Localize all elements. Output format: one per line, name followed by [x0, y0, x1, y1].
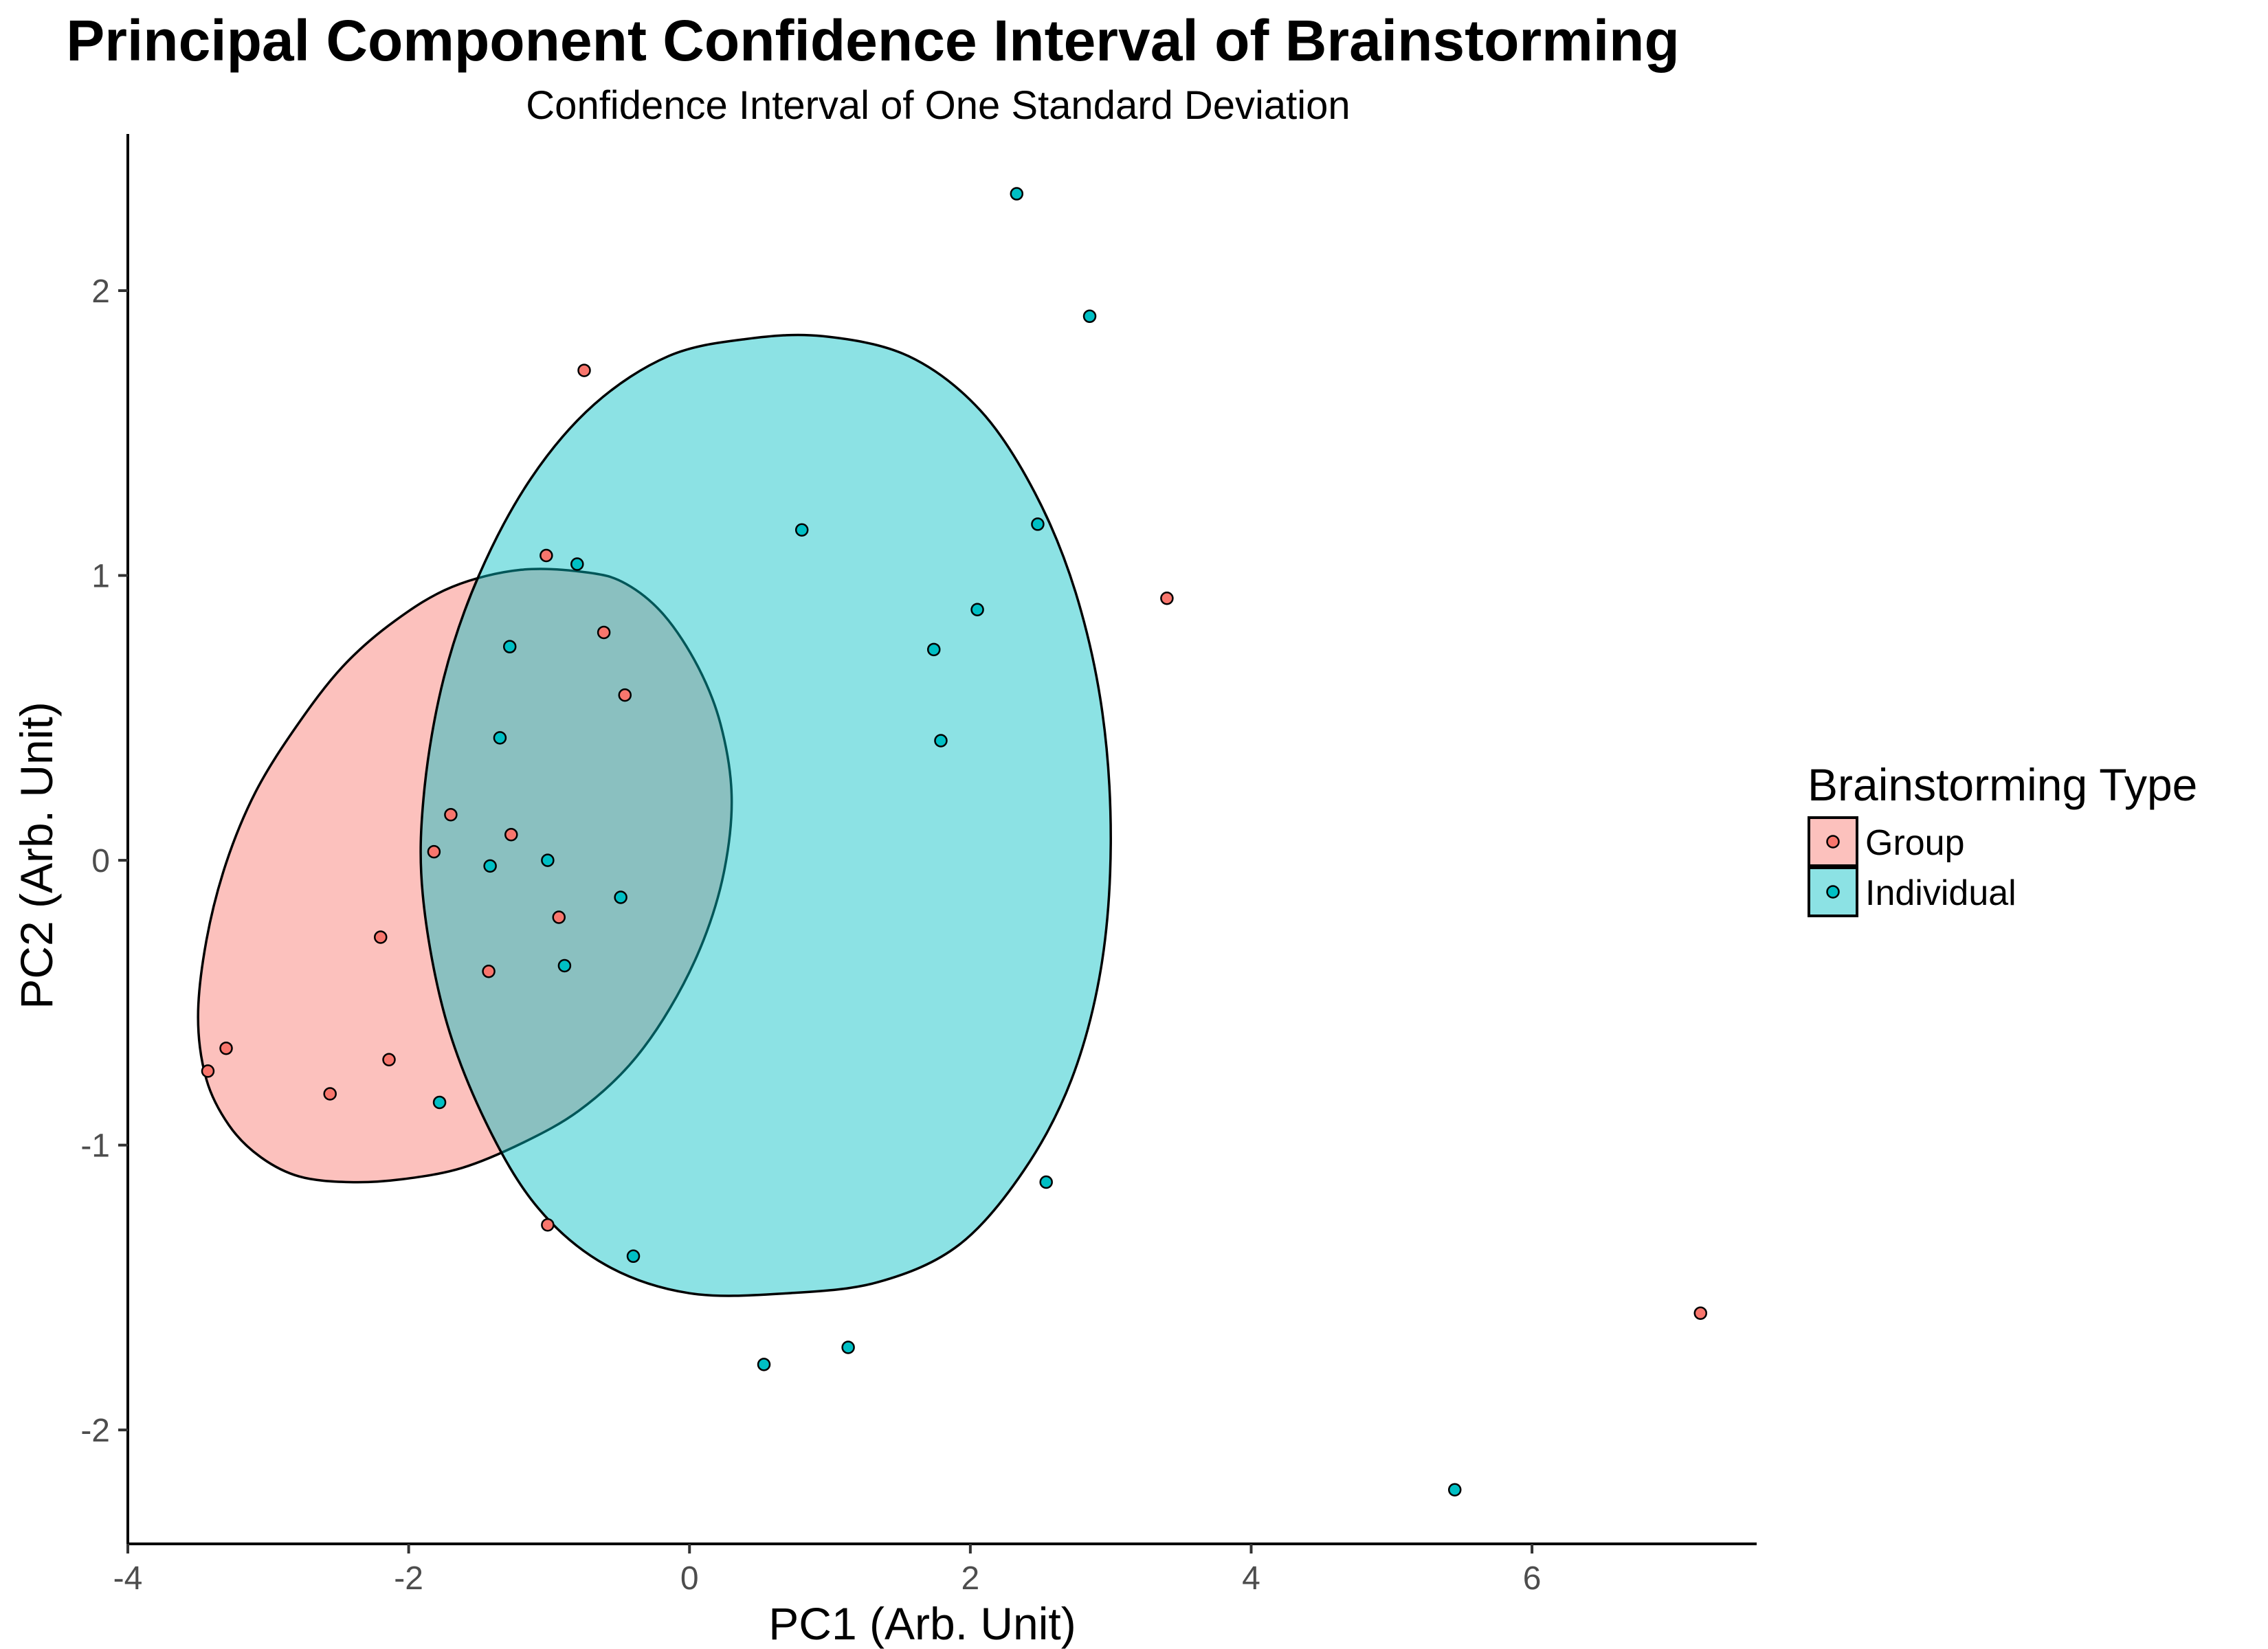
data-point-group[interactable] — [374, 930, 388, 944]
x-tick-label: 0 — [680, 1560, 699, 1597]
legend: Brainstorming Type Group Individual — [1808, 759, 2197, 917]
plot-panel — [197, 187, 1708, 1496]
data-point-individual[interactable] — [1031, 517, 1045, 531]
data-point-individual[interactable] — [1082, 309, 1097, 324]
data-point-individual[interactable] — [614, 890, 627, 904]
y-tick-label: 0 — [91, 843, 110, 879]
data-point-group[interactable] — [540, 548, 553, 563]
data-points — [201, 187, 1708, 1496]
data-point-group[interactable] — [1693, 1306, 1708, 1320]
data-point-group[interactable] — [482, 965, 496, 978]
legend-symbol-individual — [1826, 885, 1840, 899]
y-tick-label: -1 — [80, 1128, 110, 1165]
data-point-group[interactable] — [577, 363, 591, 377]
data-point-individual[interactable] — [557, 958, 572, 973]
data-point-individual[interactable] — [570, 557, 584, 571]
legend-label-group: Group — [1865, 823, 1965, 863]
x-axis-title: PC1 (Arb. Unit) — [768, 1598, 1076, 1649]
chart-subtitle: Confidence Interval of One Standard Devi… — [526, 83, 1350, 128]
data-point-individual[interactable] — [926, 642, 941, 657]
data-point-group[interactable] — [201, 1064, 215, 1078]
y-axis-title: PC2 (Arb. Unit) — [11, 702, 62, 1009]
data-point-individual[interactable] — [541, 853, 555, 867]
data-point-individual[interactable] — [794, 523, 809, 537]
data-point-group[interactable] — [323, 1087, 337, 1101]
data-point-individual[interactable] — [934, 734, 948, 748]
data-point-group[interactable] — [552, 910, 566, 924]
legend-item-individual[interactable]: Individual — [1808, 866, 2016, 917]
data-point-individual[interactable] — [432, 1095, 447, 1110]
legend-symbol-group — [1826, 835, 1840, 849]
y-axis-ticks: -2 -1 0 1 2 — [80, 273, 128, 1449]
data-point-group[interactable] — [504, 828, 518, 842]
data-point-individual[interactable] — [483, 859, 497, 873]
legend-item-group[interactable]: Group — [1808, 816, 1965, 867]
confidence-ellipses — [197, 333, 1112, 1297]
data-point-group[interactable] — [444, 808, 458, 822]
data-point-individual[interactable] — [1447, 1483, 1462, 1496]
x-tick-label: 2 — [961, 1560, 980, 1597]
x-tick-label: -2 — [394, 1560, 423, 1597]
data-point-individual[interactable] — [626, 1249, 641, 1264]
data-point-group[interactable] — [219, 1041, 233, 1055]
data-point-individual[interactable] — [1039, 1175, 1053, 1189]
data-point-group[interactable] — [427, 844, 441, 859]
data-point-individual[interactable] — [502, 640, 517, 653]
data-point-individual[interactable] — [757, 1358, 771, 1371]
x-tick-label: 4 — [1242, 1560, 1260, 1597]
confidence-ellipse-individual — [419, 333, 1112, 1297]
data-point-individual[interactable] — [493, 731, 507, 745]
x-tick-label: -4 — [113, 1560, 143, 1597]
data-point-individual[interactable] — [841, 1340, 855, 1354]
x-tick-label: 6 — [1523, 1560, 1542, 1597]
data-point-group[interactable] — [597, 625, 611, 640]
y-tick-label: -2 — [80, 1413, 110, 1449]
confidence-ellipse-group — [197, 568, 733, 1184]
legend-title: Brainstorming Type — [1808, 759, 2197, 810]
y-tick-label: 2 — [91, 273, 110, 310]
y-tick-label: 1 — [91, 559, 110, 595]
x-axis-ticks: -4 -2 0 2 4 6 — [113, 1544, 1542, 1597]
data-point-individual[interactable] — [970, 603, 984, 617]
data-point-group[interactable] — [541, 1218, 555, 1232]
data-point-group[interactable] — [382, 1053, 396, 1067]
chart-title: Principal Component Confidence Interval … — [66, 8, 1680, 73]
legend-label-individual: Individual — [1865, 873, 2016, 913]
data-point-individual[interactable] — [1010, 187, 1024, 201]
data-point-group[interactable] — [618, 688, 632, 702]
data-point-group[interactable] — [1160, 591, 1174, 605]
